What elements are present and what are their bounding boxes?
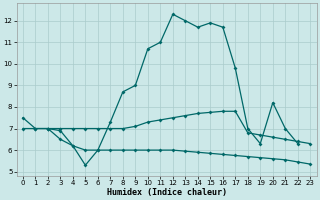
X-axis label: Humidex (Indice chaleur): Humidex (Indice chaleur) [107,188,227,197]
